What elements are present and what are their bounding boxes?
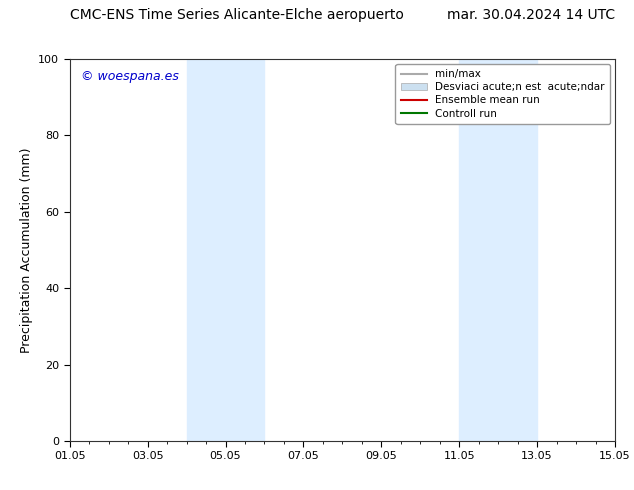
Bar — [459, 59, 537, 441]
Legend: min/max, Desviaci acute;n est  acute;ndar, Ensemble mean run, Controll run: min/max, Desviaci acute;n est acute;ndar… — [396, 64, 610, 124]
Y-axis label: Precipitation Accumulation (mm): Precipitation Accumulation (mm) — [20, 147, 33, 353]
Text: © woespana.es: © woespana.es — [81, 70, 179, 83]
Text: mar. 30.04.2024 14 UTC: mar. 30.04.2024 14 UTC — [447, 8, 615, 22]
Text: CMC-ENS Time Series Alicante-Elche aeropuerto: CMC-ENS Time Series Alicante-Elche aerop… — [70, 8, 404, 22]
Bar — [186, 59, 264, 441]
